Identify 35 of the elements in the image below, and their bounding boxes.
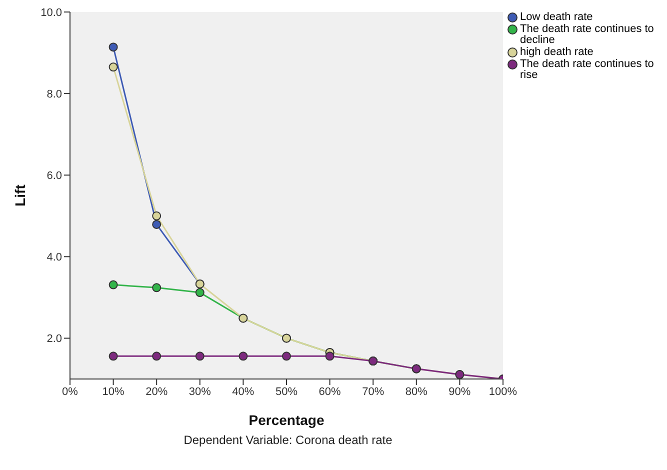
x-tick-label: 80% xyxy=(405,386,428,398)
x-tick-label: 40% xyxy=(232,386,254,398)
point xyxy=(108,280,118,290)
point xyxy=(325,352,334,361)
x-tick-label: 70% xyxy=(362,386,384,398)
y-tick-label: 10.0 xyxy=(40,6,62,19)
point xyxy=(195,288,204,298)
point xyxy=(282,352,291,361)
x-tick-label: 50% xyxy=(275,386,298,398)
x-tick-label: 30% xyxy=(188,386,212,398)
point xyxy=(152,283,162,292)
point xyxy=(152,352,162,361)
x-tick-label: 60% xyxy=(318,386,342,398)
point xyxy=(152,220,162,229)
text: Dependent Variable: Corona death rate xyxy=(182,433,394,447)
x-tick-label: 90% xyxy=(448,386,471,398)
point xyxy=(238,352,248,361)
y-tick-label: 4.0 xyxy=(46,252,62,264)
y-tick-label: 2.0 xyxy=(46,333,62,346)
point xyxy=(108,352,118,361)
x-tick-label: 10% xyxy=(102,386,125,398)
y-tick-label: 6.0 xyxy=(46,170,62,182)
x-axis-title: Percentage xyxy=(248,412,324,428)
legend-label: Low death rate xyxy=(520,11,593,23)
y-tick-label: 8.0 xyxy=(46,88,62,100)
x-tick-label: 0% xyxy=(62,386,78,398)
y-axis-title: Lift xyxy=(12,184,28,206)
x-tick-label: 100% xyxy=(488,386,518,398)
point xyxy=(152,211,162,220)
point xyxy=(108,42,118,52)
legend-label: The death rate continues to rise xyxy=(520,58,655,81)
legend-label: high death rate xyxy=(520,46,594,58)
point xyxy=(108,62,118,72)
point xyxy=(195,352,204,361)
x-tick-label: 20% xyxy=(146,386,168,398)
